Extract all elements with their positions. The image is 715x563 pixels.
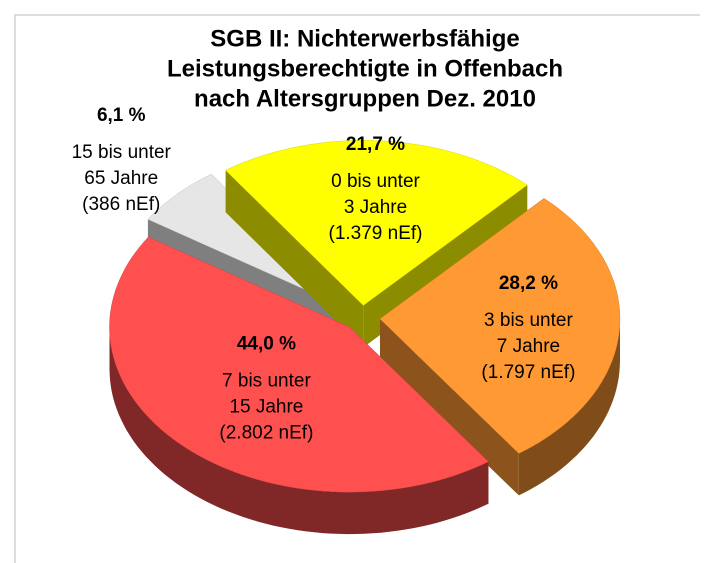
slice-side — [109, 327, 489, 535]
chart-title: Leistungsberechtigte in Offenbach — [167, 55, 563, 82]
category-label: 15 bis unter — [72, 142, 172, 163]
chart-title: nach Altersgruppen Dez. 2010 — [194, 85, 536, 112]
slice — [109, 236, 489, 493]
category-label: 3 bis unter — [484, 310, 573, 331]
labels: 21,7 % 0 bis unter 3 Jahre (1.379 nEf) 28,2 … — [72, 105, 576, 444]
category-label: 15 Jahre — [229, 397, 303, 418]
category-label: (2.802 nEf) — [219, 423, 313, 444]
data-label: 21,7 % — [346, 134, 405, 155]
slice-side — [518, 318, 620, 496]
category-label: 0 bis unter — [331, 171, 420, 192]
data-label: 44,0 % — [237, 334, 296, 355]
slice — [225, 140, 528, 306]
slice-wall — [225, 170, 364, 348]
category-label: (386 nEf) — [82, 194, 160, 215]
category-label: 7 Jahre — [497, 336, 560, 357]
category-label: 3 Jahre — [344, 197, 407, 218]
chart-title: SGB II: Nichterwerbsfähige — [210, 25, 519, 52]
category-label: 65 Jahre — [84, 168, 158, 189]
category-label: (1.797 nEf) — [481, 362, 575, 383]
chart-frame — [14, 14, 700, 563]
slice — [379, 198, 621, 454]
pie — [109, 140, 621, 535]
data-label: 28,2 % — [499, 273, 558, 294]
slice-wall — [380, 318, 519, 496]
category-label: (1.379 nEf) — [329, 223, 423, 244]
category-label: 7 bis unter — [222, 371, 311, 392]
data-label: 6,1 % — [97, 105, 146, 126]
